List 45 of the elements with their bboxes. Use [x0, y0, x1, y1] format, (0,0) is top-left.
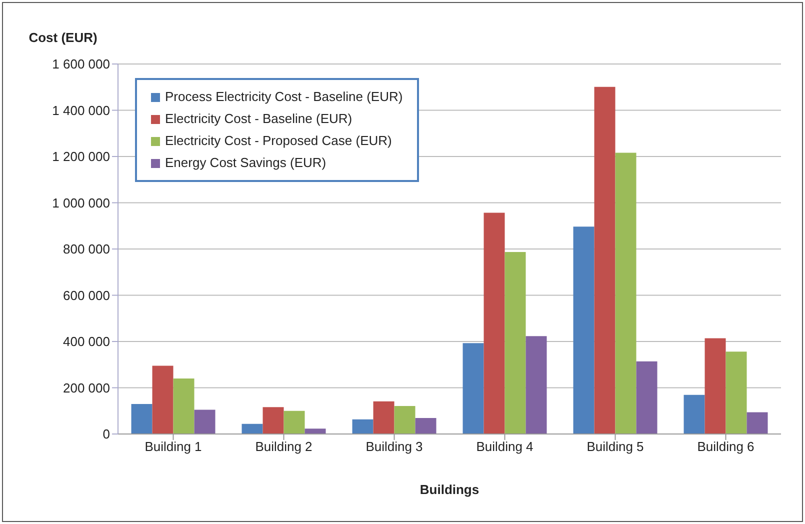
bar: [684, 394, 705, 434]
y-tick-label: 1 400 000: [52, 102, 110, 118]
legend-label: Process Electricity Cost - Baseline (EUR): [165, 88, 403, 106]
bar: [173, 378, 194, 434]
bar: [131, 404, 152, 434]
x-tick-label: Building 3: [366, 439, 423, 454]
x-tick-label: Building 4: [476, 439, 534, 454]
x-axis-title: Buildings: [420, 482, 480, 497]
legend-label: Electricity Cost - Baseline (EUR): [165, 110, 352, 128]
bar: [394, 406, 416, 434]
y-tick-label: 1 200 000: [52, 149, 110, 164]
bar: [462, 343, 484, 434]
bar: [484, 212, 505, 434]
bar: [746, 412, 768, 434]
bar: [636, 361, 658, 434]
bar: [194, 410, 216, 434]
bar: [152, 366, 174, 434]
x-tick-label: Building 1: [144, 439, 202, 454]
bar: [594, 86, 616, 434]
y-tick-label: 600 000: [63, 288, 110, 303]
bar: [615, 152, 636, 434]
bar: [284, 410, 305, 434]
bar: [573, 226, 594, 434]
y-tick-label: 1 000 000: [52, 195, 110, 210]
y-tick-label: 200 000: [63, 380, 110, 396]
bar: [415, 418, 436, 434]
bar: [704, 338, 726, 434]
bar: [526, 336, 547, 434]
x-tick-label: Building 6: [697, 439, 754, 454]
legend-label: Energy Cost Savings (EUR): [165, 154, 326, 172]
bar: [242, 424, 263, 434]
bar: [726, 352, 747, 434]
x-tick-label: Building 2: [255, 439, 312, 454]
bar: [262, 407, 284, 434]
bar: [352, 419, 374, 434]
y-tick-label: 800 000: [63, 242, 110, 257]
bar: [304, 428, 326, 434]
y-tick-label: 400 000: [63, 334, 110, 350]
y-axis-title: Cost (EUR): [28, 30, 98, 45]
bar: [504, 252, 526, 434]
legend-label: Electricity Cost - Proposed Case (EUR): [165, 132, 392, 150]
x-tick-label: Building 5: [586, 439, 644, 454]
y-tick-label: 1 600 000: [52, 56, 110, 72]
bar: [373, 401, 394, 434]
y-tick-label: 0: [102, 426, 110, 442]
